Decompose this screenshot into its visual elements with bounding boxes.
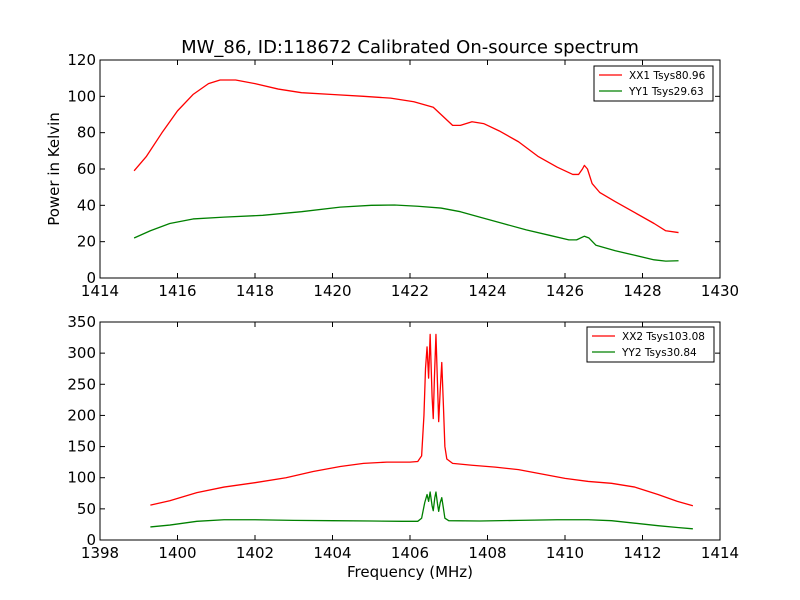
chart-top: MW_86, ID:118672 Calibrated On-source sp…: [45, 37, 739, 300]
x-tick-label: 1426: [546, 282, 584, 300]
x-tick-label: 1404: [313, 544, 351, 562]
y-tick-label: 120: [67, 51, 96, 69]
y-tick-label: 100: [67, 469, 96, 487]
x-tick-label: 1424: [468, 282, 506, 300]
x-tick-label: 1402: [236, 544, 274, 562]
y-tick-label: 40: [77, 196, 96, 214]
x-tick-label: 1430: [701, 282, 739, 300]
y-tick-label: 80: [77, 124, 96, 142]
series-line-yy1: [133, 204, 679, 262]
chart-bottom: Frequency (MHz) 1398 1400 1402 1404 1406 1408…: [67, 313, 739, 581]
y-tick-label: 0: [86, 531, 96, 549]
legend-label-xx2: XX2 Tsys103.08: [622, 331, 705, 343]
legend: XX2 Tsys103.08 YY2 Tsys30.84: [586, 326, 715, 363]
y-tick-label: 350: [67, 313, 96, 331]
y-tick-label: 300: [67, 344, 96, 362]
series-line-xx1: [133, 79, 679, 234]
y-tick-label: 50: [77, 500, 96, 518]
x-tick-label: 1428: [623, 282, 661, 300]
x-tick-label: 1416: [158, 282, 196, 300]
x-axis-label: Frequency (MHz): [347, 563, 473, 581]
x-tick-label: 1406: [391, 544, 429, 562]
chart-title: MW_86, ID:118672 Calibrated On-source sp…: [181, 37, 639, 58]
y-tick-label: 150: [67, 438, 96, 456]
x-tick-label: 1420: [313, 282, 351, 300]
x-tick-label: 1412: [623, 544, 661, 562]
series-line-xx2: [150, 333, 694, 507]
x-tick-label: 1408: [468, 544, 506, 562]
y-tick-label: 100: [67, 87, 96, 105]
y-tick-label: 20: [77, 233, 96, 251]
legend-label-yy2: YY2 Tsys30.84: [621, 347, 697, 359]
legend-label-yy1: YY1 Tsys29.63: [628, 86, 704, 98]
x-tick-label: 1422: [391, 282, 429, 300]
x-tick-label: 1414: [81, 282, 119, 300]
y-tick-label: 0: [86, 269, 96, 287]
y-tick-label: 60: [77, 160, 96, 178]
y-tick-label: 200: [67, 406, 96, 424]
x-tick-label: 1414: [701, 544, 739, 562]
series-line-yy2: [150, 491, 693, 530]
x-tick-label: 1400: [158, 544, 196, 562]
legend: XX1 Tsys80.96 YY1 Tsys29.63: [593, 65, 714, 102]
legend-box: [593, 65, 714, 102]
x-tick-label: 1418: [236, 282, 274, 300]
y-axis-label: Power in Kelvin: [45, 112, 63, 226]
x-tick-label: 1410: [546, 544, 584, 562]
y-tick-label: 250: [67, 375, 96, 393]
legend-box: [586, 326, 715, 363]
x-tick-label: 1398: [81, 544, 119, 562]
legend-label-xx1: XX1 Tsys80.96: [629, 70, 706, 82]
